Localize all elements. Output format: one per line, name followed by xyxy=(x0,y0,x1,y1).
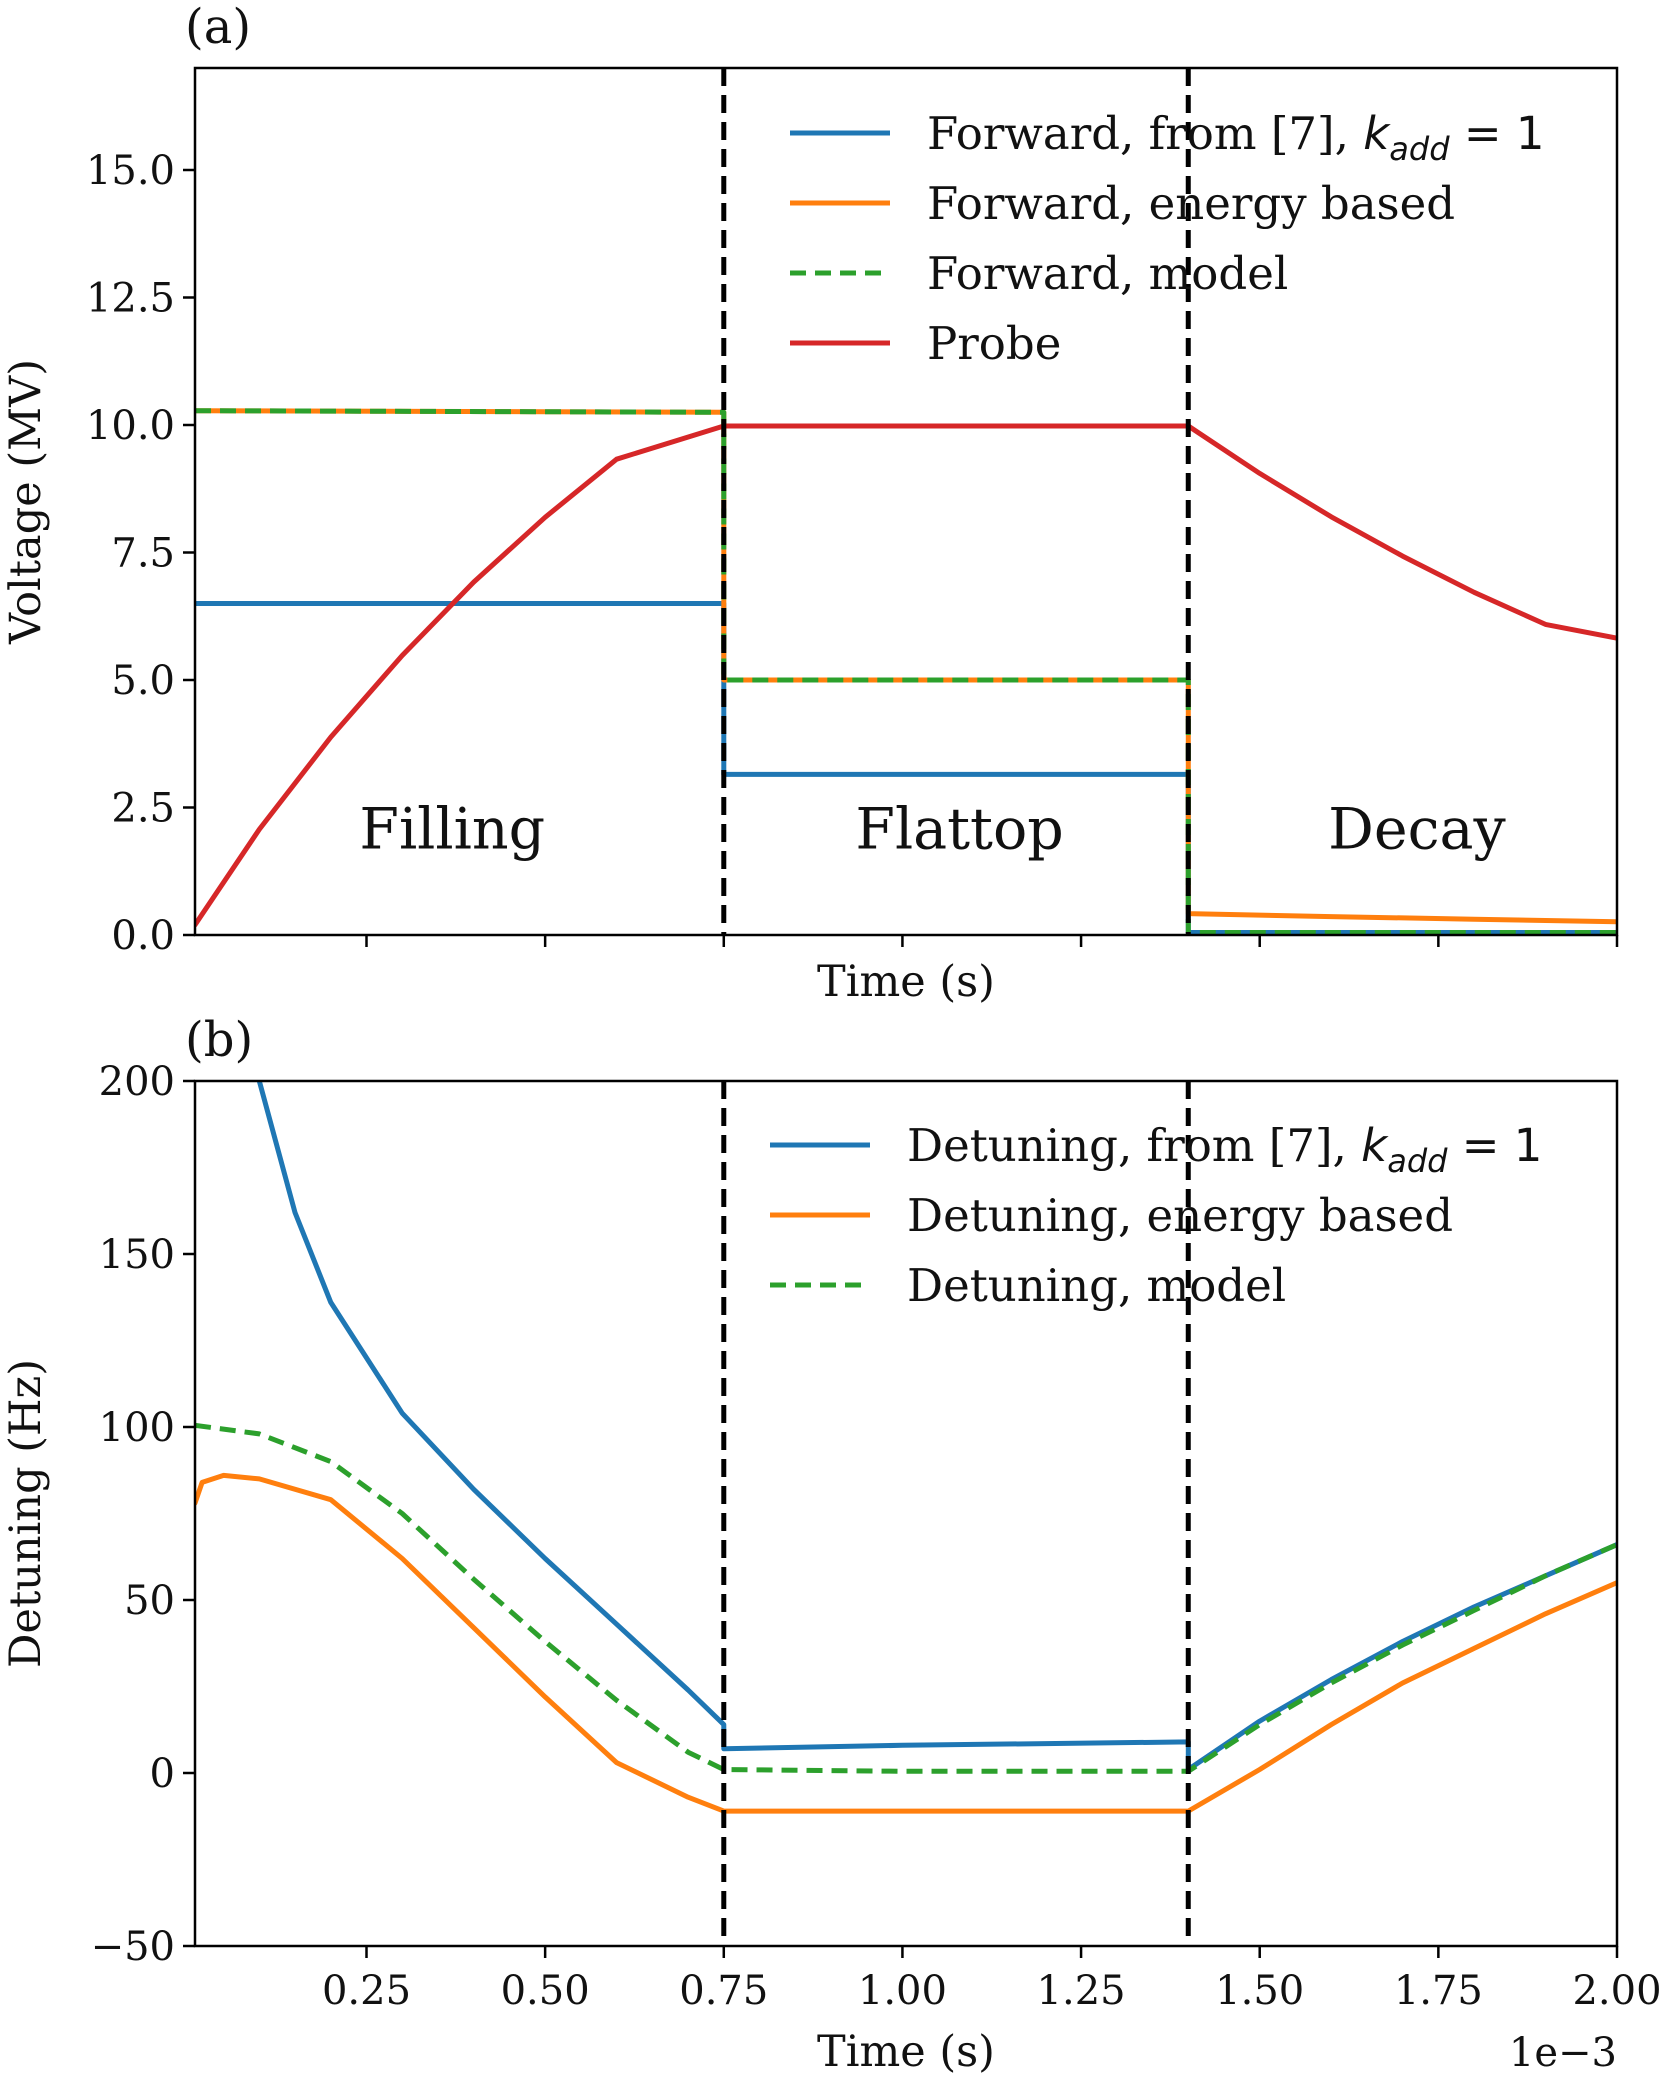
phase-label: Flattop xyxy=(855,796,1063,862)
legend: Detuning, from [7], kadd = 1 Detuning, en… xyxy=(770,1119,1542,1312)
y-tick-label: 10.0 xyxy=(86,403,175,449)
y-tick-label: 0.0 xyxy=(111,913,175,959)
legend-label: Probe xyxy=(927,317,1061,370)
x-tick-label: 0.75 xyxy=(679,1968,768,2014)
y-axis-label: Detuning (Hz) xyxy=(1,1359,51,1668)
x-axis-label: Time (s) xyxy=(817,2027,995,2077)
x-tick-label: 0.50 xyxy=(501,1968,590,2014)
legend-label: Detuning, energy based xyxy=(907,1189,1453,1242)
x-tick-label: 1.00 xyxy=(858,1968,947,2014)
x-tick-label: 2.00 xyxy=(1572,1968,1661,2014)
legend-label: Detuning, from [7], kadd = 1 xyxy=(907,1119,1542,1180)
x-tick-label: 0.25 xyxy=(322,1968,411,2014)
legend-label: Detuning, model xyxy=(907,1259,1286,1312)
panel-tag: (b) xyxy=(185,1012,253,1068)
y-tick-label: 2.5 xyxy=(111,786,175,832)
legend-label: Forward, energy based xyxy=(927,177,1455,230)
x-tick-label: 1.25 xyxy=(1037,1968,1126,2014)
phase-label: Filling xyxy=(359,796,545,862)
x-tick-label: 1.50 xyxy=(1215,1968,1304,2014)
x-offset-text: 1e−3 xyxy=(1509,2030,1617,2076)
y-tick-label: −50 xyxy=(91,1924,175,1970)
panel-b: −50 0 50 100 150 200 0.25 0.50 0.75 1.00 1.25 1.50 1… xyxy=(1,1012,1662,2077)
series-line-1 xyxy=(195,1472,1617,1814)
y-tick-label: 7.5 xyxy=(111,531,175,577)
axes-frame xyxy=(193,66,1619,937)
panel-a: 0.0 2.5 5.0 7.5 10.0 12.5 15.0 Time (s) Voltage … xyxy=(1,0,1619,1007)
y-tick-label: 50 xyxy=(124,1578,175,1624)
y-axis-label: Voltage (MV) xyxy=(1,359,51,645)
legend-label: Forward, model xyxy=(927,247,1288,300)
y-tick-label: 5.0 xyxy=(111,658,175,704)
legend-label: Forward, from [7], kadd = 1 xyxy=(927,107,1544,168)
y-tick-label: 100 xyxy=(99,1405,175,1451)
series-line-0 xyxy=(195,601,1617,935)
phase-label: Decay xyxy=(1328,796,1506,862)
plot-area xyxy=(195,1081,1617,1814)
y-tick-label: 150 xyxy=(99,1232,175,1278)
x-axis-label: Time (s) xyxy=(817,957,995,1007)
y-tick-label: 12.5 xyxy=(86,276,175,322)
panel-tag: (a) xyxy=(185,0,251,55)
legend: Forward, from [7], kadd = 1 Forward, ener… xyxy=(790,107,1544,370)
axes-frame xyxy=(193,1079,1619,1948)
series-line-2 xyxy=(195,1422,1617,1774)
y-tick-label: 15.0 xyxy=(86,148,175,194)
y-tick-label: 200 xyxy=(99,1059,175,1105)
y-tick-label: 0 xyxy=(150,1751,175,1797)
series-line-2 xyxy=(195,408,1617,935)
x-tick-label: 1.75 xyxy=(1394,1968,1483,2014)
series-line-0 xyxy=(256,1081,1617,1772)
